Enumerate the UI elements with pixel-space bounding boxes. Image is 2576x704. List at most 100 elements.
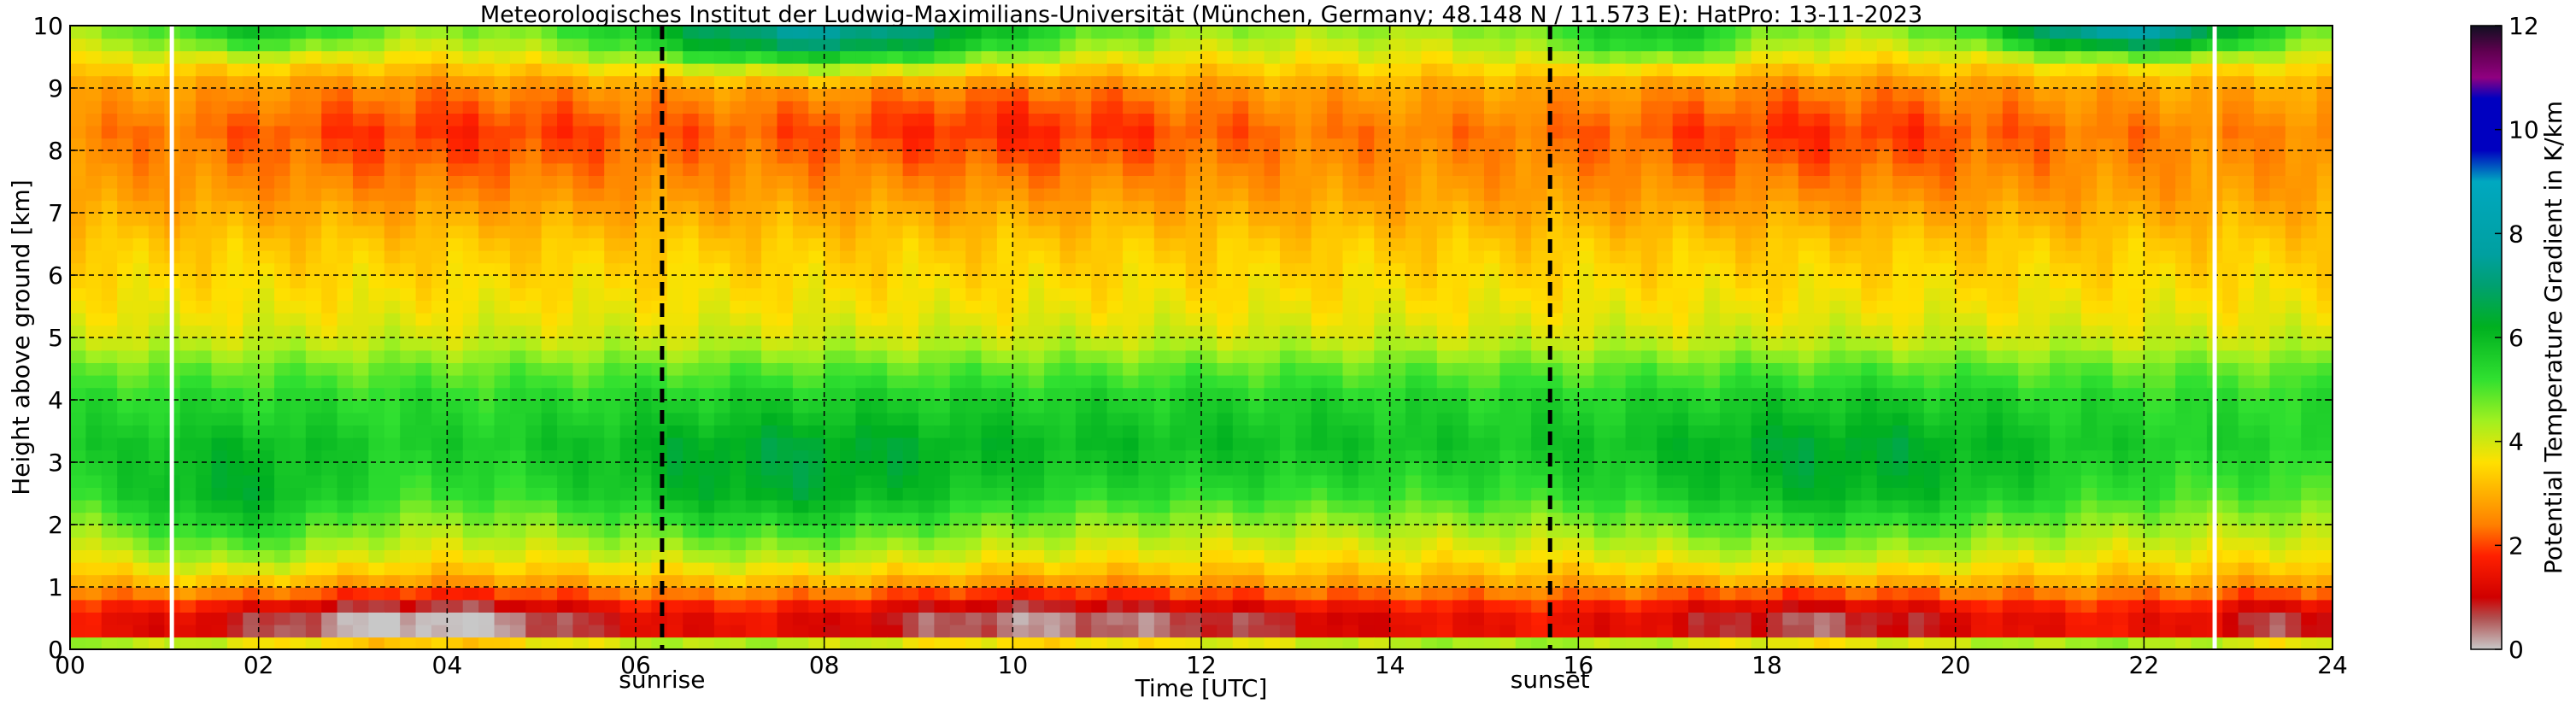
heatmap-cell bbox=[1248, 262, 1265, 276]
heatmap-cell bbox=[918, 400, 936, 414]
heatmap-cell bbox=[1170, 162, 1187, 176]
heatmap-cell bbox=[337, 275, 354, 289]
heatmap-cell bbox=[1468, 587, 1485, 601]
heatmap-cell bbox=[148, 175, 166, 189]
heatmap-cell bbox=[85, 162, 103, 176]
heatmap-cell bbox=[1625, 300, 1642, 314]
heatmap-cell bbox=[1123, 200, 1140, 214]
heatmap-cell bbox=[777, 549, 794, 563]
heatmap-cell bbox=[887, 487, 904, 501]
heatmap-cell bbox=[1578, 26, 1595, 39]
heatmap-cell bbox=[1232, 325, 1249, 338]
heatmap-cell bbox=[1185, 249, 1202, 264]
heatmap-cell bbox=[1201, 487, 1218, 501]
heatmap-cell bbox=[243, 362, 260, 376]
heatmap-cell bbox=[509, 88, 527, 102]
heatmap-cell bbox=[541, 400, 558, 414]
heatmap-cell bbox=[1405, 462, 1423, 476]
heatmap-cell bbox=[557, 249, 574, 264]
heatmap-cell bbox=[777, 425, 794, 438]
heatmap-cell bbox=[1468, 312, 1485, 326]
heatmap-cell bbox=[934, 162, 951, 176]
heatmap-cell bbox=[1217, 125, 1234, 139]
heatmap-cell bbox=[258, 624, 275, 638]
heatmap-cell bbox=[1421, 400, 1438, 414]
heatmap-cell bbox=[1232, 26, 1249, 39]
heatmap-cell bbox=[1515, 287, 1532, 301]
heatmap-cell bbox=[572, 213, 590, 226]
heatmap-cell bbox=[117, 62, 134, 77]
heatmap-cell bbox=[1295, 549, 1312, 563]
heatmap-cell bbox=[730, 637, 747, 649]
heatmap-cell bbox=[588, 624, 606, 638]
heatmap-cell bbox=[1468, 512, 1485, 525]
heatmap-cell bbox=[101, 637, 118, 649]
heatmap-cell bbox=[1593, 624, 1611, 638]
heatmap-cell bbox=[1499, 337, 1517, 351]
heatmap-cell bbox=[651, 125, 668, 139]
heatmap-cell bbox=[730, 624, 747, 638]
heatmap-cell bbox=[1028, 88, 1045, 102]
heatmap-cell bbox=[777, 38, 794, 51]
heatmap-cell bbox=[588, 75, 606, 89]
heatmap-cell bbox=[1264, 587, 1281, 601]
heatmap-cell bbox=[226, 425, 244, 438]
heatmap-cell bbox=[226, 162, 244, 176]
heatmap-cell bbox=[541, 387, 558, 401]
heatmap-cell bbox=[226, 26, 244, 39]
heatmap-cell bbox=[1593, 425, 1611, 438]
heatmap-cell bbox=[1327, 637, 1344, 649]
heatmap-cell bbox=[494, 400, 511, 414]
heatmap-cell bbox=[1106, 150, 1124, 164]
heatmap-cell bbox=[745, 587, 762, 601]
heatmap-cell bbox=[777, 325, 794, 338]
heatmap-cell bbox=[337, 50, 354, 64]
heatmap-cell bbox=[1610, 138, 1627, 151]
heatmap-cell bbox=[1327, 125, 1344, 139]
heatmap-cell bbox=[431, 412, 449, 425]
heatmap-cell bbox=[1295, 150, 1312, 164]
heatmap-cell bbox=[1028, 113, 1045, 126]
heatmap-cell bbox=[305, 612, 323, 625]
heatmap-cell bbox=[698, 349, 715, 363]
heatmap-cell bbox=[415, 62, 432, 77]
heatmap-cell bbox=[840, 325, 857, 338]
heatmap-cell bbox=[965, 287, 983, 301]
heatmap-cell bbox=[745, 512, 762, 525]
heatmap-cell bbox=[604, 374, 621, 389]
heatmap-cell bbox=[1389, 525, 1406, 538]
heatmap-cell bbox=[855, 300, 872, 314]
heatmap-cell bbox=[666, 437, 684, 451]
heatmap-cell bbox=[258, 162, 275, 176]
heatmap-cell bbox=[1452, 425, 1470, 438]
heatmap-cell bbox=[1342, 325, 1359, 338]
heatmap-cell bbox=[557, 462, 574, 476]
heatmap-cell bbox=[1059, 262, 1077, 276]
heatmap-cell bbox=[148, 387, 166, 401]
heatmap-cell bbox=[777, 138, 794, 151]
heatmap-cell bbox=[666, 637, 684, 649]
heatmap-cell bbox=[604, 537, 621, 550]
heatmap-cell bbox=[557, 337, 574, 351]
heatmap-cell bbox=[1248, 587, 1265, 601]
heatmap-cell bbox=[840, 425, 857, 438]
heatmap-cell bbox=[777, 449, 794, 463]
heatmap-cell bbox=[1248, 599, 1265, 613]
heatmap-cell bbox=[353, 200, 370, 214]
heatmap-cell bbox=[1170, 275, 1187, 289]
heatmap-cell bbox=[243, 100, 260, 114]
heatmap-cell bbox=[1531, 587, 1548, 601]
heatmap-cell bbox=[1327, 238, 1344, 251]
heatmap-cell bbox=[1170, 38, 1187, 51]
heatmap-cell bbox=[761, 412, 778, 425]
heatmap-cell bbox=[824, 200, 841, 214]
heatmap-cell bbox=[1374, 138, 1391, 151]
heatmap-cell bbox=[666, 113, 684, 126]
heatmap-cell bbox=[1610, 412, 1627, 425]
heatmap-cell bbox=[462, 113, 479, 126]
heatmap-cell bbox=[1106, 549, 1124, 563]
heatmap-cell bbox=[730, 287, 747, 301]
heatmap-cell bbox=[132, 337, 150, 351]
heatmap-cell bbox=[1327, 175, 1344, 189]
heatmap-cell bbox=[683, 462, 700, 476]
